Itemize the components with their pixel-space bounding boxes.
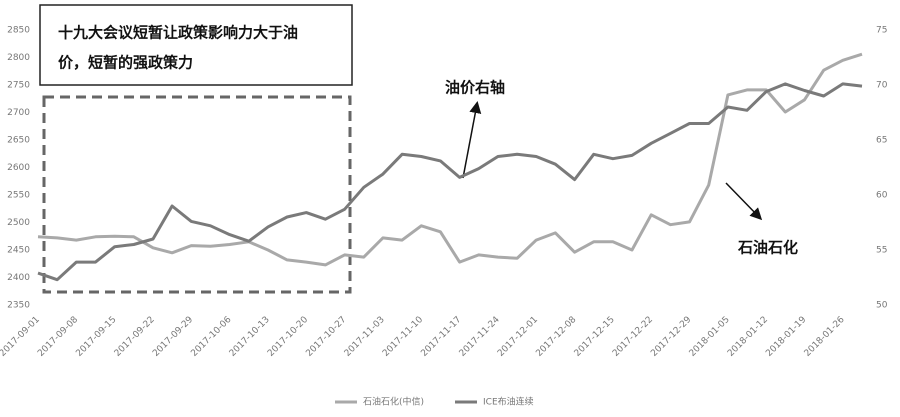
y-tick-label: 2550	[7, 191, 30, 201]
y2-tick-label: 70	[876, 81, 888, 91]
legend-label: 石油石化(中信)	[363, 396, 424, 408]
legend-label: ICE布油连续	[483, 396, 534, 408]
y-tick-label: 2700	[7, 108, 30, 118]
title-line: 价，短暂的强政策力	[58, 54, 193, 72]
y-tick-label: 2850	[7, 26, 30, 36]
y-tick-label: 2800	[7, 53, 30, 63]
y-tick-label: 2500	[7, 218, 30, 228]
y-tick-label: 2750	[7, 81, 30, 91]
y-tick-label: 2600	[7, 163, 30, 173]
annotation: 石油石化	[737, 239, 798, 257]
title-box	[39, 4, 353, 86]
y2-tick-label: 65	[876, 136, 887, 146]
y2-tick-label: 50	[876, 301, 888, 311]
y2-tick-label: 75	[876, 26, 887, 36]
arrow	[725, 182, 763, 221]
y-tick-label: 2350	[7, 301, 30, 311]
x-tick-label: 2018-01-26	[803, 315, 847, 359]
y-tick-label: 2450	[7, 246, 30, 256]
y-tick-label: 2650	[7, 136, 30, 146]
arrow	[462, 101, 482, 179]
series-line	[37, 82, 863, 282]
title-line: 十九大会议短暂让政策影响力大于油	[58, 24, 298, 42]
y2-tick-label: 55	[876, 246, 887, 256]
y-tick-label: 2400	[7, 273, 30, 283]
annotation: 油价右轴	[445, 79, 505, 97]
highlight-box	[42, 95, 352, 294]
y2-tick-label: 60	[876, 191, 888, 201]
